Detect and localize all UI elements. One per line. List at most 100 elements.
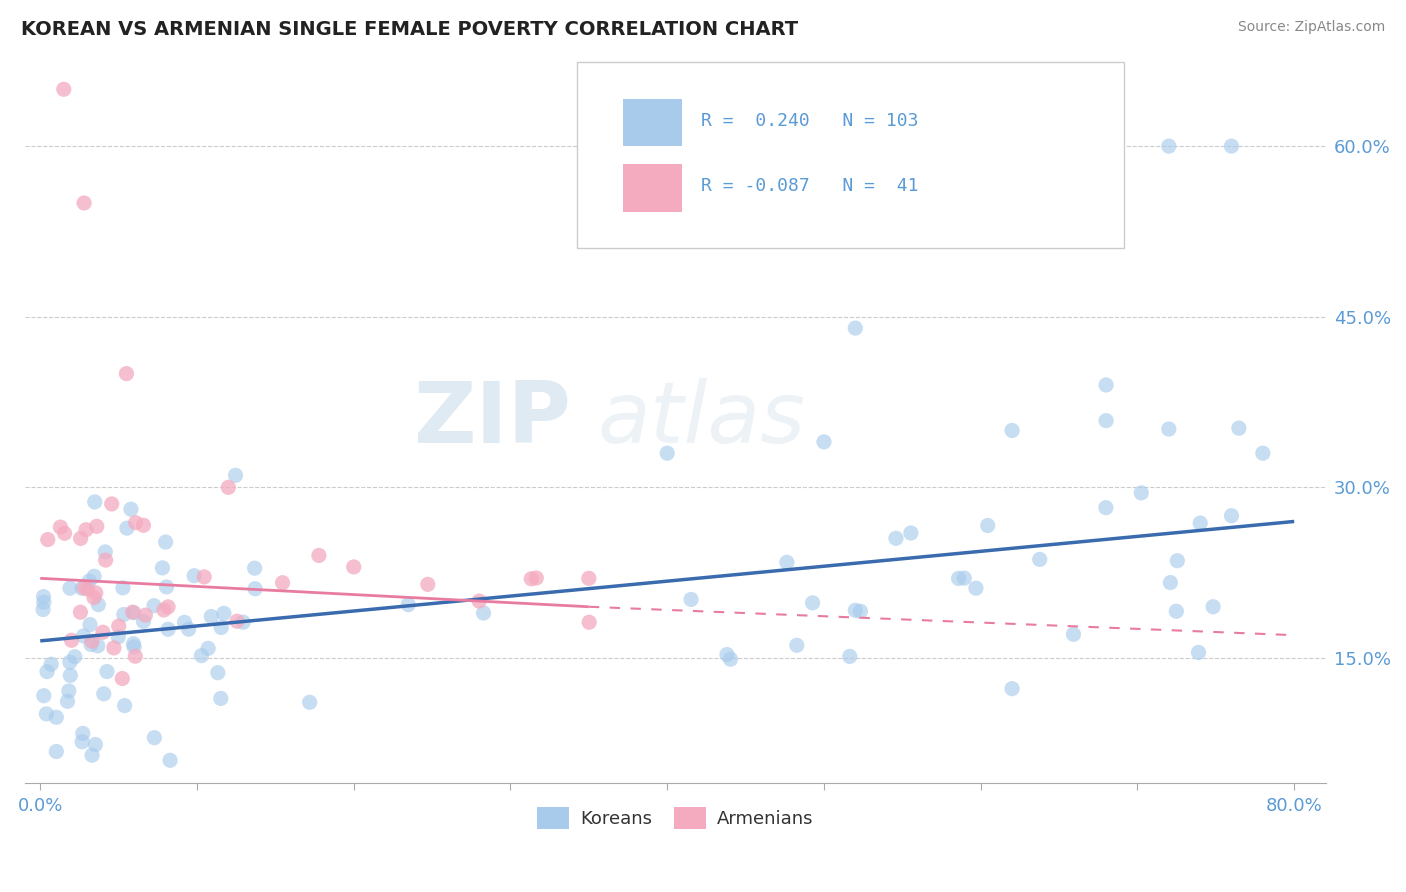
Point xyxy=(849,604,872,618)
Point xyxy=(76,582,98,596)
Point xyxy=(72,726,94,740)
Point xyxy=(226,614,249,628)
Point xyxy=(298,695,321,709)
Point xyxy=(207,665,229,680)
Point xyxy=(271,575,294,590)
Point xyxy=(111,672,134,686)
Point xyxy=(844,603,866,617)
Point xyxy=(91,625,114,640)
Point xyxy=(83,495,105,509)
Point xyxy=(79,617,101,632)
Point xyxy=(1062,627,1084,641)
Text: ZIP: ZIP xyxy=(413,377,571,460)
Point xyxy=(1166,604,1188,618)
Point xyxy=(209,691,232,706)
Point xyxy=(813,434,835,449)
Point xyxy=(212,607,235,621)
Point xyxy=(190,648,212,663)
Text: Source: ZipAtlas.com: Source: ZipAtlas.com xyxy=(1237,20,1385,34)
Point xyxy=(243,561,266,575)
Point xyxy=(77,574,100,588)
Point xyxy=(75,523,97,537)
Point xyxy=(225,468,247,483)
Point xyxy=(193,570,215,584)
Point xyxy=(681,592,703,607)
Point xyxy=(32,689,55,703)
Point xyxy=(59,668,82,682)
Point xyxy=(977,518,1000,533)
Point xyxy=(152,561,174,575)
Point xyxy=(100,497,122,511)
Point xyxy=(49,520,72,534)
Point xyxy=(578,615,600,630)
Point xyxy=(965,581,987,595)
Point xyxy=(232,615,254,630)
Point xyxy=(87,639,110,653)
Point xyxy=(132,615,155,629)
Point xyxy=(1157,139,1180,153)
Point xyxy=(84,738,107,752)
Point xyxy=(86,519,108,533)
Point xyxy=(1095,500,1118,515)
Point xyxy=(32,602,55,616)
Point xyxy=(1220,508,1243,523)
Point xyxy=(657,446,679,460)
Point xyxy=(243,582,266,596)
Point xyxy=(122,640,145,654)
Point xyxy=(953,571,976,585)
Point xyxy=(155,580,177,594)
Point xyxy=(157,622,180,636)
Point xyxy=(157,599,180,614)
Point xyxy=(838,649,860,664)
Point xyxy=(60,633,83,648)
Point xyxy=(197,641,219,656)
Text: KOREAN VS ARMENIAN SINGLE FEMALE POVERTY CORRELATION CHART: KOREAN VS ARMENIAN SINGLE FEMALE POVERTY… xyxy=(21,20,799,38)
Point xyxy=(155,535,177,549)
Point xyxy=(37,533,59,547)
Point xyxy=(73,581,96,595)
Point xyxy=(69,532,91,546)
Point xyxy=(72,629,94,643)
Legend: Koreans, Armenians: Koreans, Armenians xyxy=(530,799,821,836)
Point xyxy=(396,598,419,612)
Point xyxy=(122,637,145,651)
Point xyxy=(524,571,547,585)
Point xyxy=(159,753,181,767)
Point xyxy=(472,606,495,620)
Point xyxy=(209,620,232,634)
Point xyxy=(1157,422,1180,436)
Point xyxy=(200,609,222,624)
Point xyxy=(32,595,55,609)
Point xyxy=(111,581,134,595)
Point xyxy=(343,560,366,574)
Point xyxy=(720,652,742,666)
Point xyxy=(122,606,145,620)
Point xyxy=(900,526,922,541)
Point xyxy=(1028,552,1050,566)
Point xyxy=(1166,554,1188,568)
Point xyxy=(1130,486,1153,500)
Point xyxy=(73,196,96,211)
Point xyxy=(124,516,146,530)
Point xyxy=(70,582,93,596)
Point xyxy=(217,480,239,494)
Point xyxy=(112,607,135,622)
Point xyxy=(578,571,600,585)
Point xyxy=(56,694,79,708)
Point xyxy=(103,640,125,655)
Point xyxy=(80,748,103,763)
Point xyxy=(1187,645,1209,659)
Point xyxy=(59,581,82,595)
Point xyxy=(143,599,166,613)
Point xyxy=(1095,414,1118,428)
Point xyxy=(143,731,166,745)
Point xyxy=(468,594,491,608)
Point xyxy=(132,518,155,533)
Point xyxy=(134,608,156,623)
Point xyxy=(1189,516,1212,530)
Point xyxy=(124,649,146,664)
Point xyxy=(39,657,62,672)
Point xyxy=(716,648,738,662)
Point xyxy=(94,553,117,567)
Point xyxy=(59,655,82,669)
